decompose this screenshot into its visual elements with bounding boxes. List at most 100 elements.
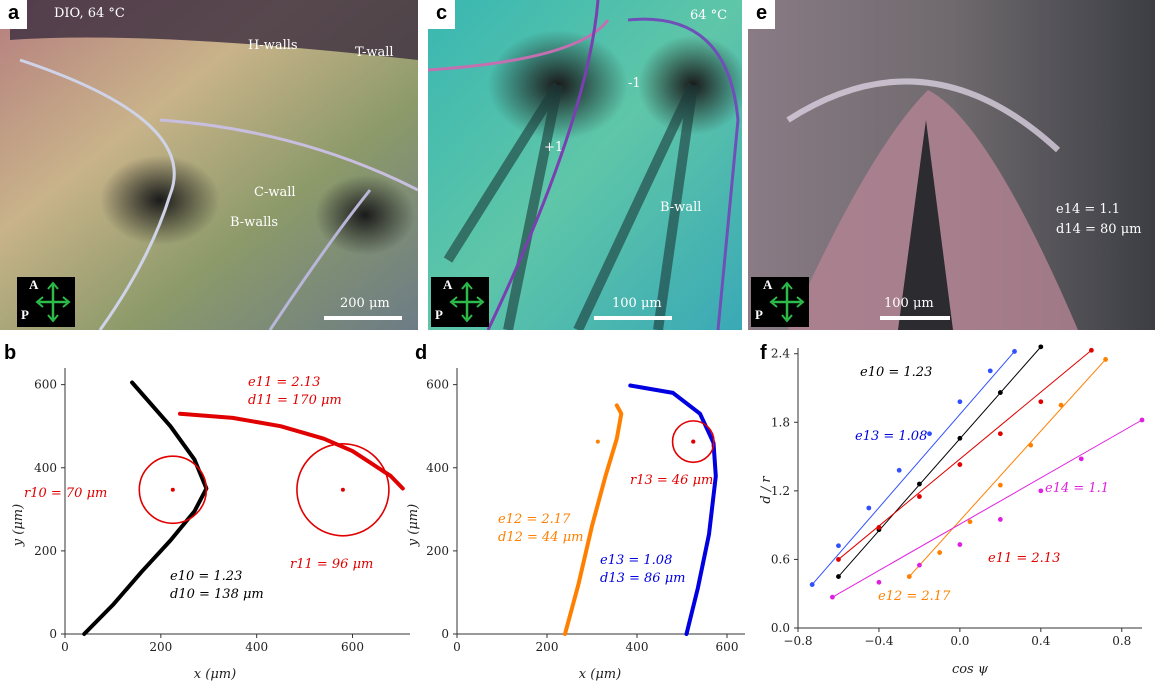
data-point [691,439,696,444]
annotation-text: e10 = 1.23 [860,365,932,380]
panel-a-annotation-hwalls: H-walls [248,38,298,53]
y-tick-label: 2.4 [771,347,790,361]
x-axis-label: x (μm) [579,667,621,682]
y-axis-label: y (μm) [11,504,26,547]
crossed-arrows-icon [769,281,805,323]
annotation-text: r11 = 96 μm [290,557,373,572]
data-point [836,543,841,549]
y-tick-label: 0 [49,627,57,641]
data-point [1038,399,1044,405]
data-point [1103,357,1108,362]
annotation-text: d10 = 138 μm [170,587,264,602]
data-point [1058,402,1064,408]
data-point [957,462,963,467]
data-point [595,439,600,444]
data-point [997,517,1003,522]
data-point [1089,347,1094,353]
data-point [957,399,963,405]
data-point [927,431,932,437]
x-axis-label: cos ψ [952,662,989,677]
micrograph-a [0,0,418,330]
x-tick-label: 600 [716,640,739,654]
data-point [876,579,882,585]
data-point [937,550,943,555]
panel-e: e e14 = 1.1 d14 = 80 μm 100 μm A P [748,0,1155,330]
data-point [1038,488,1044,494]
annotation-text: d11 = 170 μm [248,393,342,408]
data-point [997,431,1003,437]
y-tick-label: 200 [426,544,449,558]
panel-a-polarizer-label: P [21,307,29,322]
annotation-text: e13 = 1.08 [600,553,672,568]
x-tick-label: 0.8 [1112,634,1131,648]
panel-c-scalebar [594,316,672,320]
series-curve [82,380,209,636]
x-tick-label: 400 [245,640,268,654]
data-point [1038,344,1044,350]
data-point [836,557,841,562]
annotation-text: d12 = 44 μm [498,530,583,545]
x-axis-label: x (μm) [194,667,236,682]
x-tick-label: −0.8 [783,634,812,648]
annotation-text: d13 = 86 μm [600,571,685,586]
panel-c-polarizer-label: P [435,307,443,322]
data-point [957,435,963,441]
circle-center [170,487,175,492]
panel-c-annotation-plus1: +1 [544,140,564,155]
panel-label-d: d [415,342,428,364]
y-axis-label: d / r [760,476,774,504]
series-fit-line [811,351,1015,585]
x-tick-label: 600 [341,640,364,654]
panel-c-annotation-bwall: B-wall [660,200,702,215]
data-point [876,525,882,530]
panel-label-a: a [0,0,28,29]
panel-a-condition: DIO, 64 °C [54,6,125,21]
x-tick-label: 0 [61,640,69,654]
data-point [917,562,922,568]
panel-e-annotation-d14: d14 = 80 μm [1056,222,1142,237]
circle-center [340,487,345,492]
panel-f: f −0.8 −0.4 0.0 0.4 0.8 0.0 0.6 1.2 1.8 2.4 cos ψ d… [760,340,1155,683]
x-tick-label: 200 [149,640,172,654]
panel-a: a DIO, 64 °C H-walls T-wall C-wall B-wal… [0,0,418,330]
panel-a-scalebar [324,316,402,320]
data-point [917,481,922,487]
y-tick-label: 1.2 [771,484,790,498]
panel-e-annotation-e14: e14 = 1.1 [1056,202,1121,217]
panel-d: d 0 200 400 600 0 200 400 600 x (μm) y (μm) r13 = … [405,340,765,683]
annotation-text: e10 = 1.23 [170,569,242,584]
panel-a-annotation-bwalls: B-walls [230,215,279,230]
panel-a-scalebar-label: 200 μm [340,296,390,311]
panel-label-b: b [4,342,17,364]
x-tick-label: 200 [536,640,559,654]
data-point [917,494,922,499]
data-point [1012,349,1017,354]
data-point [997,482,1003,488]
x-tick-label: 400 [626,640,649,654]
series-fit-line [838,349,1092,560]
series-fit-line [908,359,1106,577]
fit-circle [671,420,715,464]
panel-a-analyzer-label: A [29,277,39,292]
annotation-text: e14 = 1.1 [1045,481,1109,496]
panel-c-analyzer-label: A [443,277,453,292]
series-curve [563,403,624,636]
annotation-text: e11 = 2.13 [988,551,1060,566]
panel-c-condition: 64 °C [690,8,728,23]
panel-a-polarizer-box: A P [17,277,75,327]
annotation-text: r10 = 70 μm [24,486,107,501]
x-tick-label: 0 [453,640,461,654]
data-point [987,368,993,374]
y-tick-label: 400 [426,461,449,475]
data-point [1078,456,1084,462]
annotation-text: e12 = 2.17 [878,589,951,604]
series-fit-line [838,346,1042,577]
chart-f: −0.8 −0.4 0.0 0.4 0.8 0.0 0.6 1.2 1.8 2.4 cos ψ d /… [760,344,1145,677]
panel-e-polarizer-label: P [755,307,763,322]
series-curve [628,383,718,636]
series-curve [178,411,405,491]
annotation-text: e11 = 2.13 [248,375,320,390]
y-axis-label: y (μm) [406,504,421,547]
data-point [967,519,973,525]
panel-c-annotation-minus1: -1 [628,76,641,91]
